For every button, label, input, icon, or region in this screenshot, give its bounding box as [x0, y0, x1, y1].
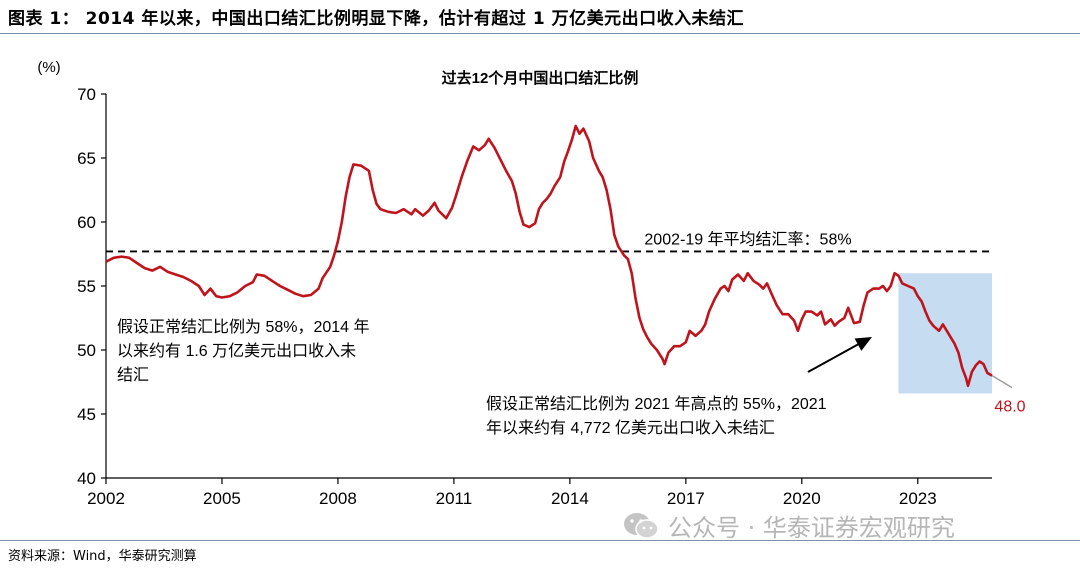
- x-tick-label: 2005: [203, 489, 241, 508]
- y-tick-label: 50: [77, 341, 96, 360]
- y-tick-label: 55: [77, 277, 96, 296]
- x-axis: 2002 2005 2008 2011 2014 2017 2020 2023: [87, 477, 992, 508]
- source-note: 资料来源：Wind，华泰研究测算: [8, 549, 197, 564]
- y-tick-label: 65: [77, 149, 96, 168]
- end-value-label: 48.0: [994, 399, 1025, 416]
- average-line-label: 2002-19 年平均结汇率：58%: [644, 230, 851, 248]
- x-tick-label: 2023: [899, 489, 937, 508]
- annotation-arrow: [807, 339, 867, 373]
- annotation-line: 假设正常结汇比例为 58%，2014 年: [117, 318, 370, 336]
- y-tick-label: 70: [77, 85, 96, 104]
- y-axis-label: (%): [37, 59, 60, 76]
- annotation-2021: 假设正常结汇比例为 2021 年高点的 55%，2021 年以来约有 4,772 …: [486, 395, 827, 437]
- annotation-line: 结汇: [117, 366, 149, 384]
- annotation-line: 以来约有 1.6 万亿美元出口收入未: [117, 342, 356, 360]
- series-line: [105, 124, 993, 388]
- y-tick-label: 45: [77, 405, 96, 424]
- x-tick-label: 2008: [319, 489, 357, 508]
- end-label-leader: [991, 374, 1013, 389]
- chart-title: 过去12个月中国出口结汇比例: [442, 69, 639, 87]
- annotation-line: 假设正常结汇比例为 2021 年高点的 55%，2021: [486, 395, 827, 413]
- y-tick-label: 60: [77, 213, 96, 232]
- annotation-2014: 假设正常结汇比例为 58%，2014 年以来约有 1.6 万亿美元出口收入未结汇: [117, 318, 370, 384]
- watermark-text: 公众号 · 华泰证券宏观研究: [668, 514, 955, 542]
- x-tick-label: 2014: [551, 489, 589, 508]
- x-tick-label: 2017: [667, 489, 705, 508]
- annotation-arrow-head: [854, 337, 872, 351]
- chart: 2002-19 年平均结汇率：58% 过去12个月中国出口结汇比例 (%) 40…: [37, 59, 1025, 508]
- shaded-period: [898, 273, 992, 394]
- wechat-icon: [624, 512, 659, 539]
- bottom-divider: [0, 540, 1080, 541]
- top-divider: [0, 33, 1080, 34]
- y-axis: 40 45 50 55 60 65 70: [77, 85, 107, 488]
- x-tick-label: 2002: [87, 489, 125, 508]
- y-tick-label: 40: [77, 469, 96, 488]
- annotation-line: 年以来约有 4,772 亿美元出口收入未结汇: [486, 419, 775, 437]
- x-tick-label: 2011: [436, 489, 473, 508]
- watermark: 公众号 · 华泰证券宏观研究: [622, 508, 955, 543]
- figure-title: 图表 1： 2014 年以来，中国出口结汇比例明显下降，估计有超过 1 万亿美元…: [8, 9, 745, 29]
- x-tick-label: 2020: [783, 489, 821, 508]
